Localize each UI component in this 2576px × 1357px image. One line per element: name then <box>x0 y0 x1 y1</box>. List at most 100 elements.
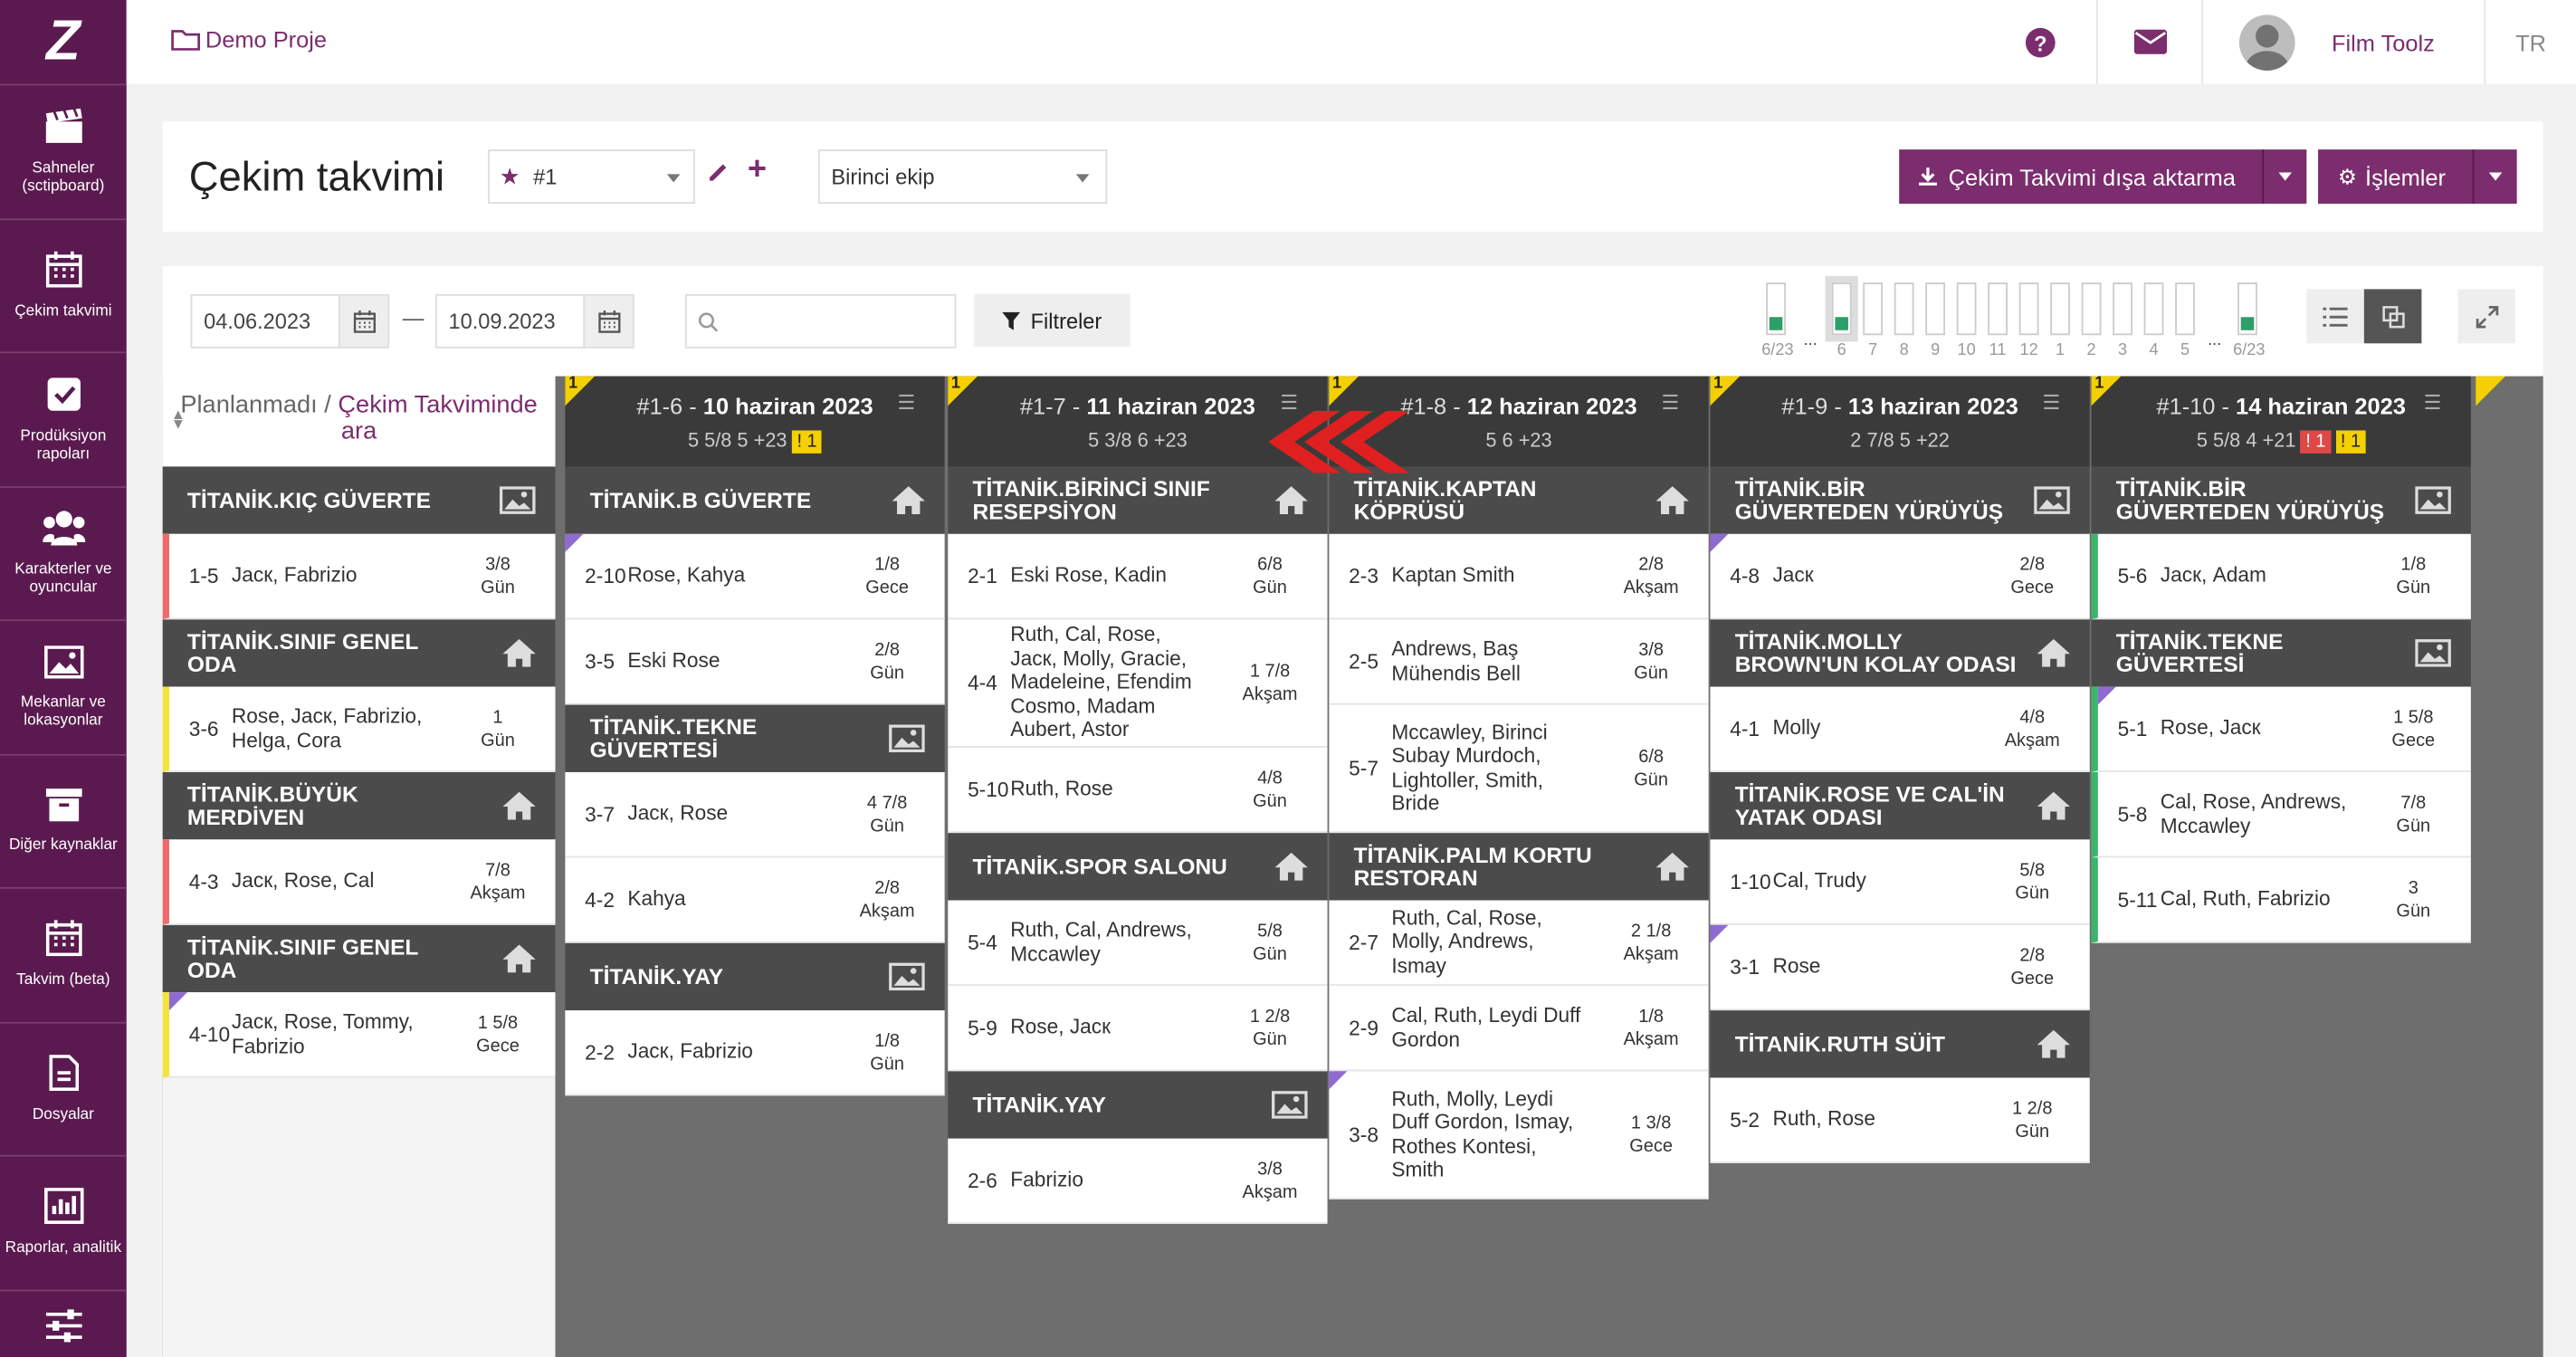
sidebar-item-2[interactable]: Prodüksiyon rapoları <box>0 353 127 488</box>
scene-card[interactable]: 5-7 Mccawley, Birinci Subay Murdoch, Ligh… <box>1329 704 1709 834</box>
scene-card[interactable]: 2-5 Andrews, Baş Mühendis Bell 3/8 Gün <box>1329 619 1709 705</box>
scene-card[interactable]: 5-9 Rose, Jacк 1 2/8 Gün <box>948 985 1328 1072</box>
location-header[interactable]: TİTANİK.BİR GÜVERTEDEN YÜRÜYÜŞ <box>2091 466 2471 534</box>
location-header[interactable]: TİTANİK.PALM KORTU RESTORAN <box>1329 833 1709 901</box>
location-header[interactable]: TİTANİK.KAPTAN KÖPRÜSÜ <box>1329 466 1709 534</box>
scene-card[interactable]: 3-6 Rose, Jacк, Fabrizio, Helga, Cora 1 Gün <box>162 686 556 772</box>
scene-card[interactable]: 1-5 Jacк, Fabrizio 3/8 Gün <box>162 533 556 620</box>
timeline-day-bar[interactable] <box>1863 282 1884 336</box>
fullscreen-button[interactable] <box>2457 289 2515 344</box>
edit-schedule-button[interactable] <box>706 159 730 192</box>
scene-card[interactable]: 3-5 Eski Rose 2/8 Gün <box>565 619 945 705</box>
scene-card[interactable]: 5-1 Rose, Jacк 1 5/8 Gece <box>2091 686 2471 772</box>
location-header[interactable]: TİTANİK.BÜYÜK MERDİVEN <box>162 771 556 840</box>
sidebar-item-6[interactable]: Takvim (beta) <box>0 889 127 1023</box>
sidebar-item-8[interactable]: Raporlar, analitik <box>0 1157 127 1291</box>
location-header[interactable]: TİTANİK.RUTH SÜİT <box>1710 1010 2090 1078</box>
settings-icon[interactable]: ☰ <box>2423 390 2442 415</box>
timeline-day-bar[interactable] <box>2237 282 2257 336</box>
location-header[interactable]: TİTANİK.B GÜVERTE <box>565 466 945 534</box>
settings-icon[interactable]: ☰ <box>897 390 915 415</box>
scene-card[interactable]: 2-2 Jacк, Fabrizio 1/8 Gün <box>565 1010 945 1096</box>
date-from-input[interactable]: 04.06.2023 <box>190 293 390 349</box>
day-header[interactable]: 1 ☰ #1-6 - 10 haziran 2023 5 5/8 5 +23! 1 <box>565 375 945 467</box>
sidebar-item-4[interactable]: Mekanlar ve lokasyonlar <box>0 621 127 755</box>
location-header[interactable]: TİTANİK.MOLLY BROWN'UN KOLAY ODASI <box>1710 619 2090 687</box>
scene-card[interactable]: 4-3 Jacк, Rose, Cal 7/8 Akşam <box>162 839 556 925</box>
location-header[interactable]: TİTANİK.SINIF GENEL ODA <box>162 924 556 993</box>
settings-icon[interactable]: ☰ <box>1661 390 1679 415</box>
scene-card[interactable]: 5-11 Cal, Ruth, Fabrizio 3 Gün <box>2091 857 2471 943</box>
scene-card[interactable]: 3-1 Rose 2/8 Gece <box>1710 924 2090 1011</box>
location-header[interactable]: TİTANİK.ROSE VE CAL'İN YATAK ODASI <box>1710 771 2090 840</box>
timeline-day-bar[interactable] <box>1988 282 2008 336</box>
location-header[interactable]: TİTANİK.SINIF GENEL ODA <box>162 619 556 687</box>
filters-button[interactable]: Filtreler <box>974 293 1131 347</box>
timeline-day-bar[interactable] <box>1766 282 1786 336</box>
board-view-button[interactable] <box>2363 289 2422 344</box>
location-header[interactable]: TİTANİK.TEKNE GÜVERTESİ <box>565 704 945 772</box>
list-view-button[interactable] <box>2306 289 2364 344</box>
warning-badge[interactable]: ! 1 <box>2335 430 2366 454</box>
project-link[interactable]: Demo Proje <box>171 26 327 53</box>
user-menu[interactable]: Film Toolz <box>2201 0 2485 84</box>
scene-card[interactable]: 1-10 Cal, Trudy 5/8 Gün <box>1710 839 2090 925</box>
location-header[interactable]: TİTANİK.SPOR SALONU <box>948 833 1328 901</box>
search-input[interactable] <box>684 293 957 349</box>
scene-card[interactable]: 3-7 Jacк, Rose 4 7/8 Gün <box>565 771 945 858</box>
sidebar-item-0[interactable]: Sahneler (sctipboard) <box>0 85 127 220</box>
location-header[interactable]: TİTANİK.KIÇ GÜVERTE <box>162 466 556 534</box>
language-switch[interactable]: TR <box>2484 0 2576 84</box>
timeline-day-bar[interactable] <box>2018 282 2039 336</box>
location-header[interactable]: TİTANİK.BİRİNCİ SINIF RESEPSİYON <box>948 466 1328 534</box>
scene-card[interactable]: 4-4 Ruth, Cal, Rose, Jacк, Molly, Gracie,… <box>948 619 1328 748</box>
scene-card[interactable]: 5-2 Ruth, Rose 1 2/8 Gün <box>1710 1077 2090 1163</box>
help-button[interactable]: ? <box>1985 0 2096 84</box>
scene-card[interactable]: 2-3 Kaptan Smith 2/8 Akşam <box>1329 533 1709 620</box>
scene-card[interactable]: 3-8 Ruth, Molly, Leydi Duff Gordon, Ismay… <box>1329 1071 1709 1199</box>
day-header[interactable]: 1 ☰ #1-9 - 13 haziran 2023 2 7/8 5 +22 <box>1710 375 2090 467</box>
timeline-day-bar[interactable] <box>1925 282 1946 336</box>
crew-select[interactable]: Birinci ekip <box>817 149 1108 205</box>
scene-card[interactable]: 4-10 Jacк, Rose, Tommy, Fabrizio 1 5/8 Gece <box>162 992 556 1078</box>
app-logo[interactable]: Z <box>0 0 127 86</box>
operations-button[interactable]: ⚙ İşlemler <box>2318 149 2517 205</box>
day-header[interactable]: 1 ☰ #1-7 - 11 haziran 2023 5 3/8 6 +23 <box>948 375 1328 467</box>
search-in-schedule-link[interactable]: Çekim Takviminde ara <box>338 390 538 445</box>
warning-badge[interactable]: ! 1 <box>791 430 823 454</box>
timeline-day-bar[interactable] <box>1831 282 1852 336</box>
scene-card[interactable]: 4-8 Jacк 2/8 Gece <box>1710 533 2090 620</box>
operations-dropdown-toggle[interactable] <box>2472 149 2517 205</box>
location-header[interactable]: TİTANİK.BİR GÜVERTEDEN YÜRÜYÜŞ <box>1710 466 2090 534</box>
warning-badge[interactable]: ! 1 <box>2300 430 2331 454</box>
messages-button[interactable] <box>2096 0 2201 84</box>
scene-card[interactable]: 4-2 Kahya 2/8 Akşam <box>565 857 945 943</box>
scene-card[interactable]: 4-1 Molly 4/8 Akşam <box>1710 686 2090 772</box>
schedule-select[interactable]: ★ #1 <box>488 149 695 205</box>
timeline-day-bar[interactable] <box>2050 282 2070 336</box>
scene-card[interactable]: 2-7 Ruth, Cal, Rose, Molly, Andrews, Isma… <box>1329 900 1709 986</box>
sidebar-item-3[interactable]: Karakterler ve oyuncular <box>0 487 127 621</box>
sidebar-item-7[interactable]: Dosyalar <box>0 1023 127 1157</box>
location-header[interactable]: TİTANİK.YAY <box>948 1071 1328 1139</box>
calendar-picker-button[interactable] <box>338 295 388 347</box>
location-header[interactable]: TİTANİK.YAY <box>565 942 945 1011</box>
settings-icon[interactable]: ☰ <box>1280 390 1298 415</box>
timeline-day-bar[interactable] <box>2081 282 2102 336</box>
scene-card[interactable]: 2-10 Rose, Kahya 1/8 Gece <box>565 533 945 620</box>
timeline-day-bar[interactable] <box>2175 282 2195 336</box>
export-button[interactable]: Çekim Takvimi dışa aktarma <box>1899 149 2307 205</box>
timeline-day-bar[interactable] <box>1894 282 1914 336</box>
scene-card[interactable]: 2-9 Cal, Ruth, Leydi Duff Gordon 1/8 Akşam <box>1329 985 1709 1072</box>
sidebar-item-9[interactable] <box>0 1291 127 1357</box>
sidebar-item-1[interactable]: Çekim takvimi <box>0 219 127 354</box>
scene-card[interactable]: 2-1 Eski Rose, Kadin 6/8 Gün <box>948 533 1328 620</box>
timeline-day-bar[interactable] <box>1956 282 1977 336</box>
scene-card[interactable]: 5-6 Jacк, Adam 1/8 Gün <box>2091 533 2471 620</box>
sidebar-item-5[interactable]: Diğer kaynaklar <box>0 755 127 889</box>
settings-icon[interactable]: ☰ <box>2042 390 2061 415</box>
sort-icon[interactable]: ▲ ▼ <box>170 406 186 433</box>
add-schedule-button[interactable]: + <box>748 153 767 186</box>
scene-card[interactable]: 5-4 Ruth, Cal, Andrews, Mccawley 5/8 Gün <box>948 900 1328 986</box>
timeline-day-bar[interactable] <box>2113 282 2132 336</box>
